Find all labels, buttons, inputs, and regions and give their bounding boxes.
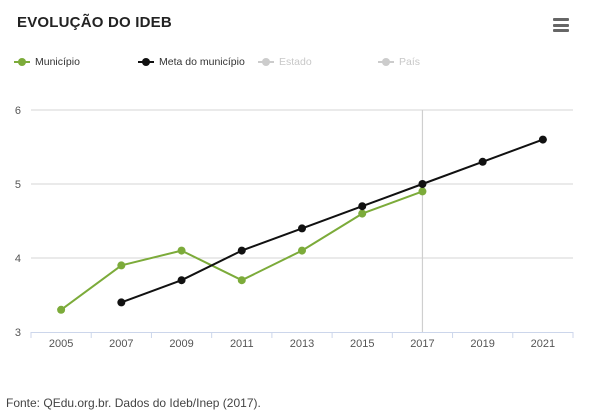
data-point <box>117 298 126 307</box>
data-point <box>478 157 487 166</box>
data-point <box>298 246 306 255</box>
data-point <box>538 135 547 144</box>
legend-label: Estado <box>279 56 312 68</box>
series-line <box>120 138 544 304</box>
data-point <box>57 305 66 314</box>
data-point <box>358 202 367 211</box>
legend-label: Município <box>35 56 80 68</box>
data-point <box>418 187 427 196</box>
data-point <box>298 224 306 233</box>
legend-item-pais[interactable]: País <box>378 54 420 70</box>
data-point <box>358 209 367 218</box>
data-point <box>177 276 186 285</box>
legend-marker-icon <box>258 54 274 70</box>
x-tick-label: 2017 <box>410 338 434 350</box>
source-note: Fonte: QEdu.org.br. Dados do Ideb/Inep (… <box>6 396 261 410</box>
x-tick-label: 2011 <box>230 338 254 350</box>
line-chart: 3 4 5 6 2005 2007 2009 2011 2013 2015 2017 2019 2021 <box>15 105 574 350</box>
legend: Município Meta do município Estado País <box>14 54 594 70</box>
legend-label: País <box>399 56 421 68</box>
data-point <box>237 246 246 255</box>
hamburger-menu-icon[interactable] <box>551 16 571 34</box>
y-tick-label: 5 <box>15 179 21 191</box>
data-point <box>418 180 427 188</box>
legend-marker-icon <box>378 54 394 70</box>
y-tick-label: 4 <box>15 253 21 265</box>
x-tick-label: 2015 <box>350 338 374 350</box>
legend-marker-icon <box>14 54 30 70</box>
data-point <box>117 261 126 270</box>
x-tick-label: 2013 <box>290 338 314 350</box>
x-tick-label: 2009 <box>169 338 193 350</box>
x-tick-label: 2005 <box>49 338 73 350</box>
chart-title: EVOLUÇÃO DO IDEB <box>17 14 172 31</box>
legend-marker-icon <box>138 54 154 70</box>
y-tick-label: 3 <box>15 327 21 339</box>
x-tick-label: 2007 <box>109 338 133 350</box>
legend-label: Meta do município <box>159 56 245 68</box>
legend-item-estado[interactable]: Estado <box>258 54 312 70</box>
y-tick-label: 6 <box>15 105 21 117</box>
legend-item-municipio[interactable]: Município <box>14 54 80 70</box>
data-point <box>177 246 186 255</box>
x-tick-label: 2021 <box>531 338 555 350</box>
x-tick-label: 2019 <box>470 338 494 350</box>
data-point <box>237 276 246 285</box>
legend-item-meta[interactable]: Meta do município <box>138 54 245 70</box>
